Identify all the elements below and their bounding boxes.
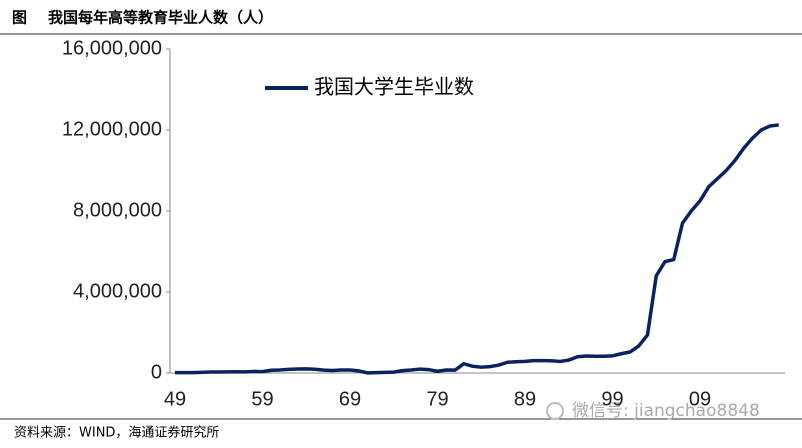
x-tick-label: 89 (514, 388, 536, 410)
data-line (174, 123, 779, 375)
x-tick-label: 59 (251, 388, 273, 410)
y-tick-label: 16,000,000 (62, 37, 162, 59)
x-tick-label: 79 (426, 388, 448, 410)
y-tick-label: 4,000,000 (73, 280, 162, 302)
watermark: 微信号: jiangchao8848 (572, 401, 760, 421)
figure-label: 图 (12, 9, 27, 27)
x-tick-label: 09 (689, 388, 711, 410)
legend-label: 我国大学生毕业数 (314, 75, 474, 99)
watermark-icon (546, 402, 564, 420)
x-tick-label: 99 (601, 388, 623, 410)
y-tick-label: 8,000,000 (73, 199, 162, 221)
x-tick-label: 69 (339, 388, 361, 410)
y-tick-label: 0 (151, 361, 162, 383)
y-tick-label: 12,000,000 (62, 118, 162, 140)
source: 资料来源：WIND，海通证券研究所 (14, 425, 219, 441)
chart-title: 我国每年高等教育毕业人数（人） (48, 9, 273, 27)
x-tick-label: 49 (164, 388, 186, 410)
